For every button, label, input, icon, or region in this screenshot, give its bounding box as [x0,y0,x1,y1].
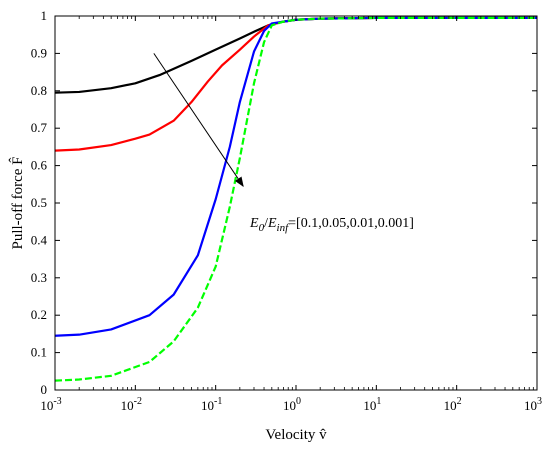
y-tick-label: 0.7 [31,120,48,135]
tick-layer: 0 0.1 0.2 0.3 0.4 0.5 0.6 0.7 0.8 0.9 1 10-3 10-2 10-… [31,8,542,413]
y-tick-label: 0.1 [31,345,47,360]
y-tick-label: 0.4 [31,232,48,247]
y-tick-label: 0.9 [31,45,47,60]
y-tick-label: 0.8 [31,83,47,98]
annotation-label: E0/Einf=[0.1,0.05,0.01,0.001] [249,216,414,234]
y-tick-label: 0.5 [31,195,47,210]
x-tick-label: 103 [524,396,542,413]
y-tick-label: 0.2 [31,307,47,322]
y-tick-label: 0.6 [31,158,48,173]
annotation-slash: / [264,216,268,231]
x-tick-label: 10-3 [40,396,61,413]
y-tick-label: 0 [41,382,48,397]
x-axis-title: Velocity v̂ [265,427,327,443]
x-tick-label: 10-1 [201,396,222,413]
annotation-einf-subscript: inf [277,222,291,234]
annotation-e0-symbol: E [249,216,259,231]
annotation-einf-symbol: E [267,216,277,231]
annotation-values: =[0.1,0.05,0.01,0.001] [288,216,414,231]
x-tick-label: 102 [444,396,462,413]
series-line-4 [54,16,537,382]
y-axis-title: Pull-off force F̂ [9,156,26,249]
x-tick-label: 100 [283,396,301,413]
annotation-arrow [153,53,244,187]
x-tick-label: 10-2 [121,396,142,413]
plot-frame [54,15,538,391]
annotation-e0-subscript: 0 [259,222,265,234]
series-line-1 [54,16,537,94]
y-tick-label: 1 [41,8,48,23]
series-layer [54,16,537,382]
y-tick-label: 0.3 [31,270,47,285]
series-line-3 [54,16,537,337]
x-tick-label: 101 [363,396,381,413]
